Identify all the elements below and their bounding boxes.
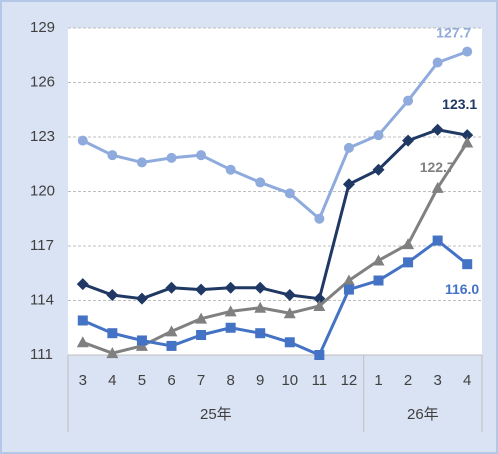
point [225,322,236,333]
point [342,178,355,191]
x-tick-label: 3 [79,372,87,389]
x-tick-label: 11 [312,372,328,389]
point [254,301,267,313]
x-tick-label: 1 [374,372,382,389]
point [136,157,147,168]
point [342,274,355,286]
x-tick-label: 4 [108,372,116,389]
point [166,152,177,163]
point [195,312,208,324]
point [77,315,88,326]
point [284,337,295,348]
point [343,142,354,153]
x-tick-label: 3 [433,372,441,389]
point [462,259,473,270]
y-tick-label: 126 [30,73,55,90]
point [283,307,296,319]
point [283,289,296,302]
point [166,340,177,351]
point [284,188,295,199]
series-line [82,128,468,301]
point [225,164,236,175]
point [431,181,444,193]
x-tick-label: 12 [341,372,358,389]
x-tick-label: 2 [404,372,412,389]
point [343,284,354,295]
point [255,328,266,339]
point [432,57,443,68]
point [461,136,474,148]
point [196,150,207,161]
point [254,281,267,294]
x-tick-label: 4 [463,372,471,389]
point [107,328,118,339]
x-tick-label: 7 [197,372,205,389]
point [76,278,89,291]
x-group-label: 25年 [200,406,232,423]
x-tick-label: 10 [281,372,298,389]
y-tick-label: 117 [30,237,54,254]
data-label: 116.0 [445,281,479,297]
point [431,123,444,136]
x-tick-label: 6 [167,372,175,389]
x-tick-label: 9 [256,372,264,389]
point [106,347,119,359]
x-group-label: 26年 [407,406,439,423]
x-tick-label: 8 [226,372,234,389]
data-label: 127.7 [436,24,471,40]
y-tick-label: 114 [30,291,54,308]
point [196,330,207,341]
point [314,213,325,224]
point [461,129,474,142]
point [432,235,443,246]
point [255,177,266,188]
point [373,130,384,141]
point [313,299,326,311]
y-tick-label: 120 [30,182,55,199]
point [403,257,414,268]
y-tick-label: 129 [30,19,55,36]
point [224,305,237,317]
point [402,134,415,147]
point [314,350,325,360]
point [165,281,178,294]
point [107,150,118,161]
point [135,292,148,305]
y-tick-label: 123 [30,128,55,145]
point [224,281,237,294]
point [106,289,119,302]
point [403,95,414,106]
x-tick-label: 5 [138,372,146,389]
point [76,336,89,348]
point [373,275,384,286]
y-tick-label: 111 [30,346,53,363]
point [462,46,473,57]
point [402,238,415,250]
point [372,254,385,266]
point [195,283,208,296]
point [136,335,147,346]
point [372,163,385,176]
data-label: 123.1 [442,96,477,112]
point [165,325,178,337]
point [77,135,88,146]
data-label: 122.7 [420,159,455,175]
